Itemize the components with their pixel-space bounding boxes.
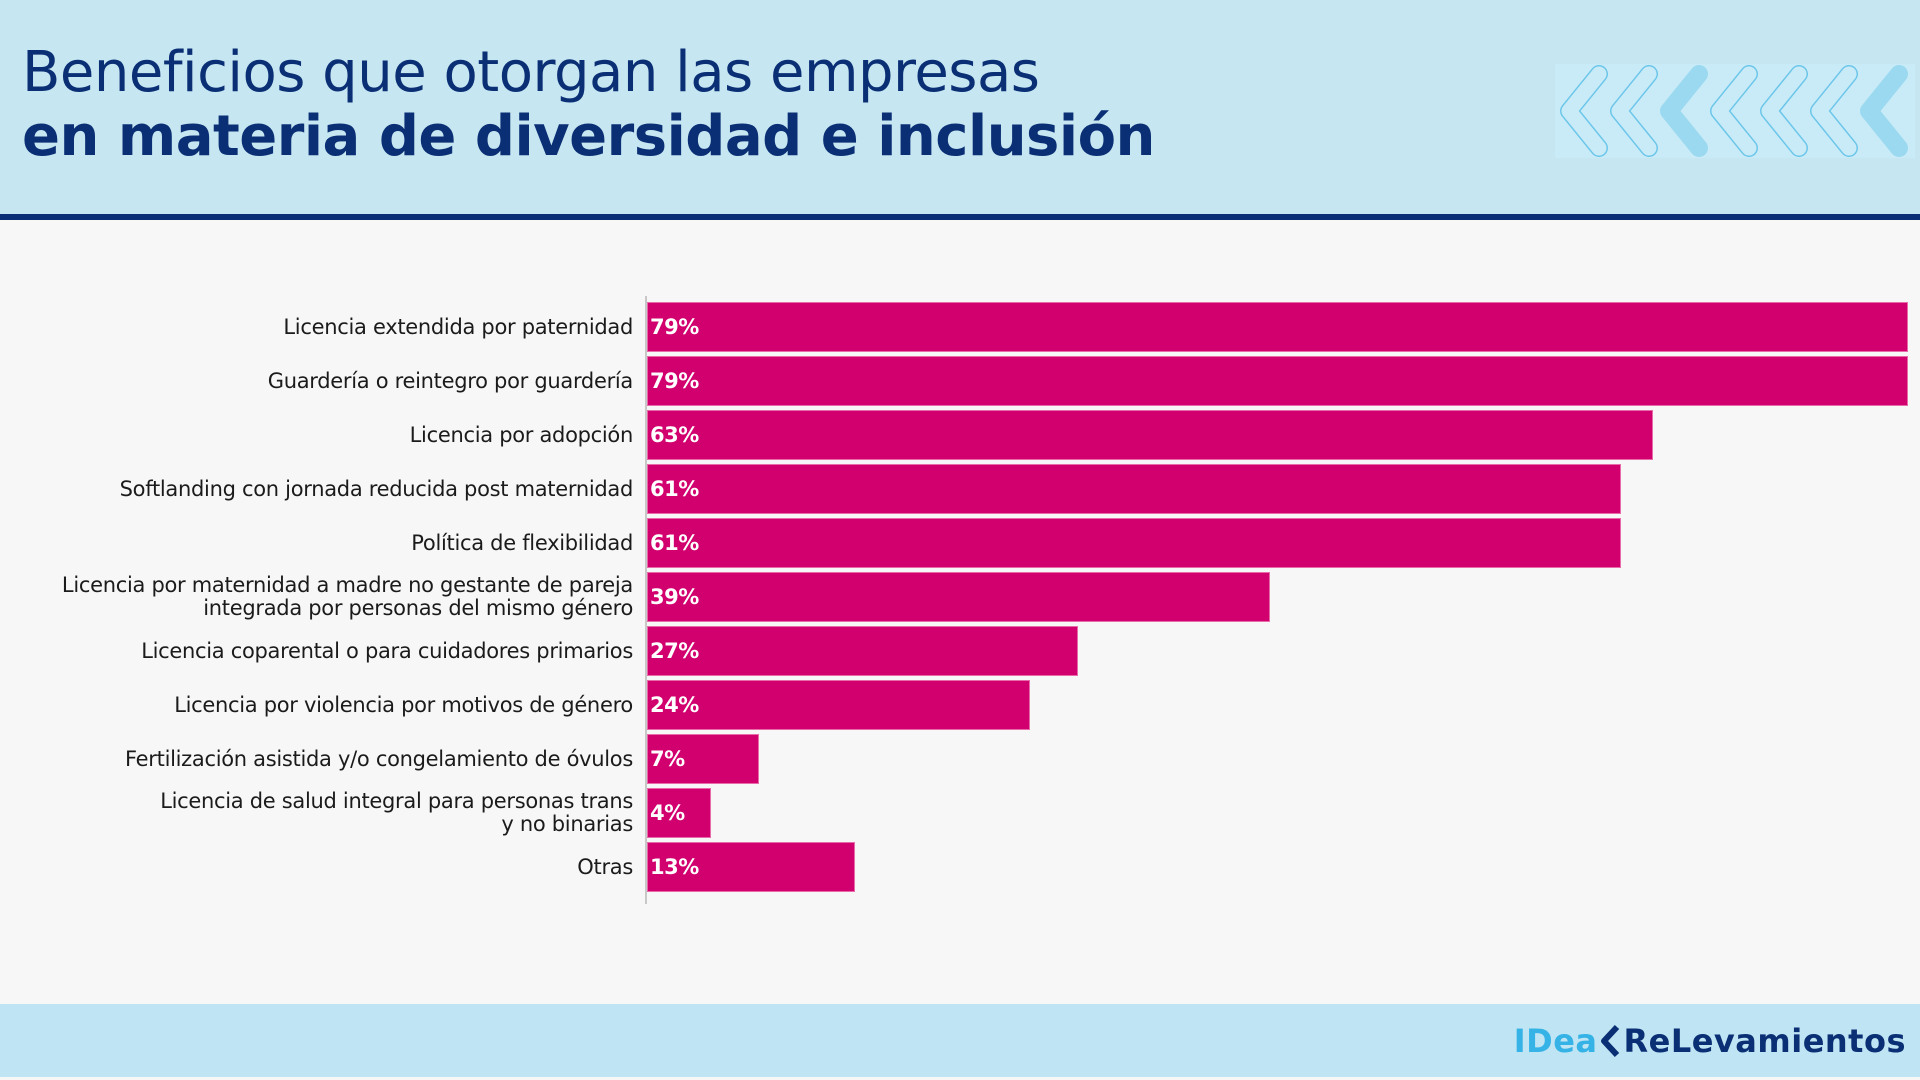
chevron-decoration bbox=[1555, 64, 1915, 158]
bar-value-label: 79% bbox=[650, 315, 699, 339]
bar bbox=[647, 680, 1030, 730]
bar-value-label: 4% bbox=[650, 801, 685, 825]
chevron-decoration-graphic bbox=[1560, 65, 1908, 157]
chevron-outline-inner bbox=[1761, 66, 1807, 156]
bar-value-label: 63% bbox=[650, 423, 699, 447]
chevron-left-icon bbox=[1601, 1024, 1620, 1058]
logo-idea-text: IDea bbox=[1513, 1022, 1598, 1060]
bar bbox=[647, 842, 855, 892]
logo-relevamientos-text: ReLevamientos bbox=[1623, 1022, 1906, 1060]
category-label: Guardería o reintegro por guardería bbox=[267, 368, 634, 393]
bar bbox=[647, 518, 1621, 568]
chevron-filled-icon bbox=[1660, 65, 1708, 157]
bar bbox=[647, 302, 1908, 352]
category-label: Otras bbox=[577, 854, 633, 879]
bar bbox=[647, 626, 1078, 676]
category-label: Licencia de salud integral para personas… bbox=[160, 789, 633, 836]
bar bbox=[647, 410, 1653, 460]
bar bbox=[647, 356, 1908, 406]
category-label: Fertilización asistida y/o congelamiento… bbox=[125, 746, 633, 771]
bar-value-label: 79% bbox=[650, 369, 699, 393]
category-label: Política de flexibilidad bbox=[411, 530, 633, 555]
category-label: Softlanding con jornada reducida post ma… bbox=[119, 476, 634, 501]
bar bbox=[647, 788, 711, 838]
chevron-outline-inner bbox=[1811, 66, 1857, 156]
brand-logo: IDea ReLevamientos bbox=[1514, 1018, 1906, 1064]
bar bbox=[647, 734, 759, 784]
bar-value-label: 39% bbox=[650, 585, 699, 609]
page-title-line2: en materia de diversidad e inclusión bbox=[22, 104, 1155, 169]
bar-value-label: 61% bbox=[650, 477, 699, 501]
category-label: Licencia coparental o para cuidadores pr… bbox=[141, 638, 633, 663]
bar-value-label: 7% bbox=[650, 747, 685, 771]
category-label: Licencia por violencia por motivos de gé… bbox=[174, 692, 633, 717]
category-label: Licencia por maternidad a madre no gesta… bbox=[61, 573, 633, 620]
bar-value-label: 24% bbox=[650, 693, 699, 717]
y-axis-line bbox=[645, 296, 647, 904]
category-label: Licencia por adopción bbox=[409, 422, 634, 447]
chevron-outline-inner bbox=[1611, 66, 1657, 156]
bar-value-label: 61% bbox=[650, 531, 699, 555]
bar-value-label: 13% bbox=[650, 855, 699, 879]
chevron-filled-icon bbox=[1860, 65, 1908, 157]
bar bbox=[647, 572, 1270, 622]
chevron-outline-inner bbox=[1561, 66, 1607, 156]
page-title-line1: Beneficios que otorgan las empresas bbox=[22, 40, 1040, 105]
footer-band bbox=[0, 1004, 1920, 1077]
bar-value-label: 27% bbox=[650, 639, 699, 663]
header-divider bbox=[0, 214, 1920, 220]
bar-chart: Licencia extendida por paternidad 79% Guar… bbox=[61, 296, 1908, 904]
category-label: Licencia extendida por paternidad bbox=[283, 314, 633, 339]
bar bbox=[647, 464, 1621, 514]
chevron-outline-inner bbox=[1711, 66, 1757, 156]
